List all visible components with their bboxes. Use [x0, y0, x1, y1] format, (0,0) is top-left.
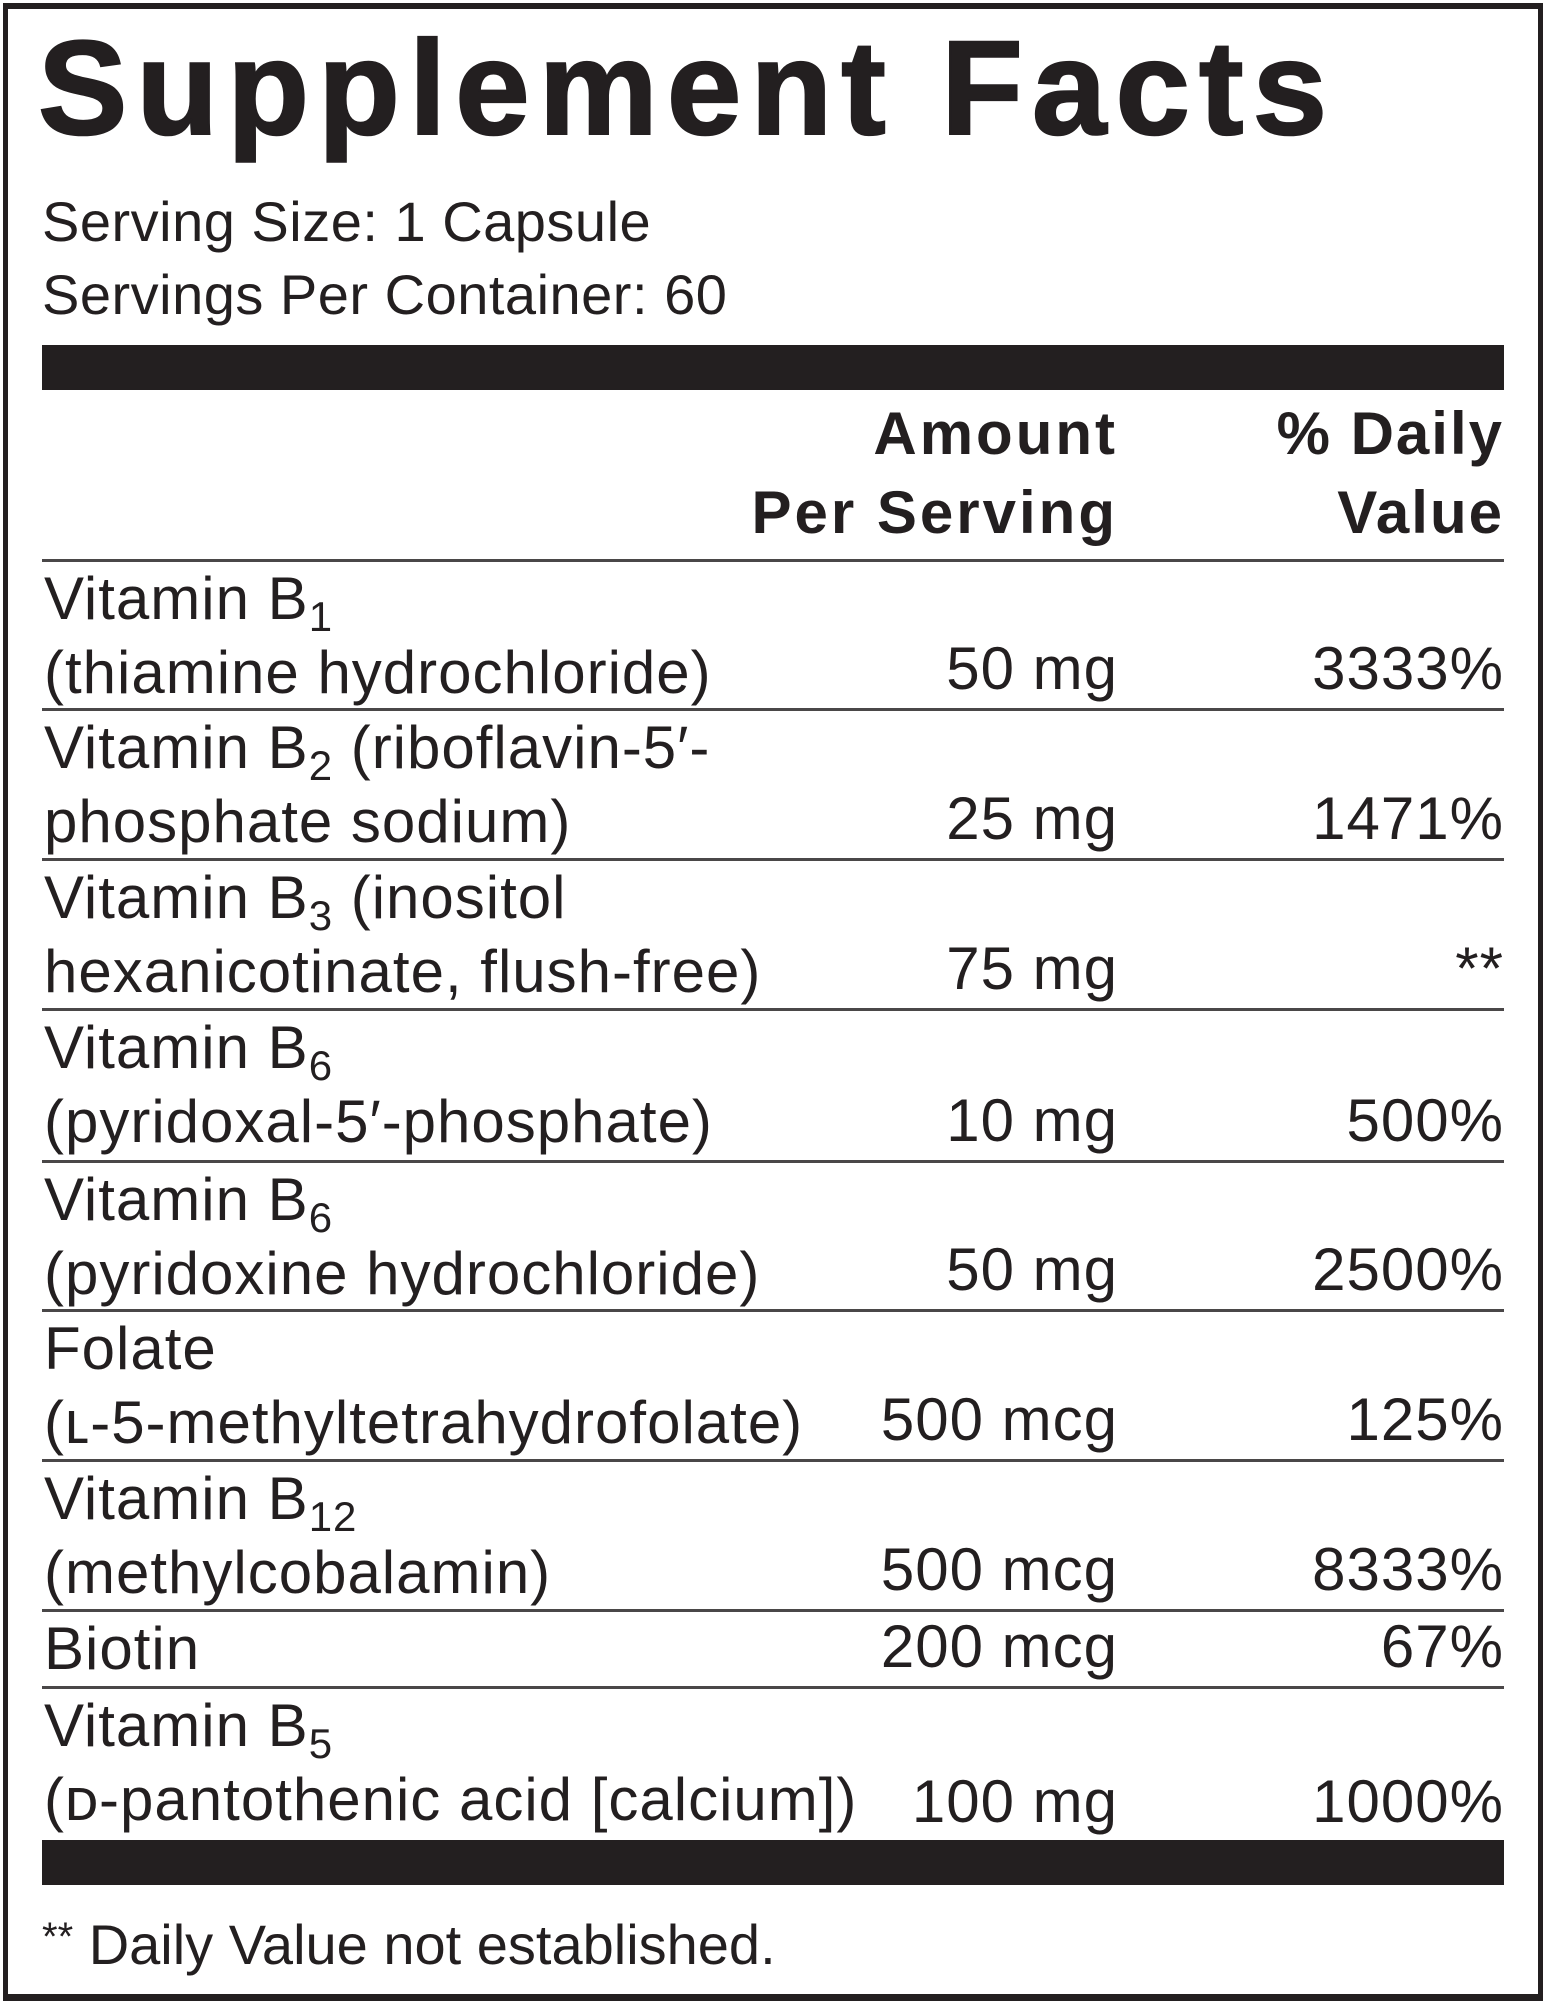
nutrient-name-text: Vitamin B	[44, 1166, 309, 1233]
nutrient-subscript: 1	[308, 593, 334, 640]
nutrient-name: Vitamin B6	[42, 1163, 1504, 1239]
bottom-thick-divider	[42, 1840, 1504, 1885]
daily-value-percent: 125%	[1346, 1386, 1504, 1453]
nutrient-name: Folate	[42, 1312, 1504, 1386]
amount-per-serving: 500 mcg	[880, 1386, 1118, 1453]
daily-value-percent: **	[1455, 935, 1504, 1002]
amount-per-serving: 500 mcg	[880, 1536, 1118, 1603]
nutrient-form: (pyridoxine hydrochloride)	[44, 1240, 761, 1307]
daily-value-percent: 2500%	[1312, 1236, 1504, 1303]
amount-per-serving: 50 mg	[946, 1236, 1118, 1303]
nutrient-form: hexanicotinate, flush-free)	[44, 938, 762, 1005]
nutrient-form: (ᴅ-pantothenic acid [calcium])	[44, 1766, 858, 1833]
amount-per-serving: 75 mg	[946, 935, 1118, 1002]
nutrient-name: Vitamin B12	[42, 1462, 1504, 1538]
nutrient-name: Vitamin B2 (riboflavin-5′-	[42, 711, 1504, 787]
nutrient-subscript: 6	[308, 1042, 334, 1089]
amount-per-serving: 200 mcg	[880, 1613, 1118, 1680]
footnote-text: Daily Value not established.	[73, 1913, 776, 1976]
daily-value-header-line2: Value	[1337, 479, 1504, 546]
nutrient-name: Vitamin B5	[42, 1689, 1504, 1765]
nutrient-form: (methylcobalamin)	[44, 1539, 552, 1606]
nutrient-name-text: Vitamin B	[44, 1692, 309, 1759]
daily-value-percent: 8333%	[1312, 1536, 1504, 1603]
amount-header-line2: Per Serving	[751, 479, 1118, 546]
nutrient-row: Vitamin B6 (pyridoxine hydrochloride) 50 m…	[42, 1163, 1504, 1312]
nutrient-row: Vitamin B3 (inositol hexanicotinate, flus…	[42, 861, 1504, 1011]
amount-per-serving: 25 mg	[946, 785, 1118, 852]
nutrient-subscript: 5	[308, 1720, 334, 1767]
nutrient-name-text: Vitamin B	[44, 565, 309, 632]
nutrient-subscript: 3	[308, 892, 334, 939]
nutrient-row: Vitamin B5 (ᴅ-pantothenic acid [calcium])…	[42, 1689, 1504, 1841]
nutrient-row: Biotin 200 mcg 67%	[42, 1612, 1504, 1689]
nutrient-name-text: Biotin	[44, 1615, 201, 1682]
daily-value-percent: 1471%	[1312, 785, 1504, 852]
nutrient-row: Vitamin B6 (pyridoxal-5′-phosphate) 10 mg 5…	[42, 1011, 1504, 1163]
supplement-facts-panel	[3, 3, 1543, 2001]
nutrient-name: Vitamin B1	[42, 562, 1504, 638]
nutrient-form: phosphate sodium)	[44, 788, 572, 855]
daily-value-percent: 3333%	[1312, 635, 1504, 702]
panel-title: Supplement Facts	[37, 13, 1337, 164]
nutrient-name-rest: (riboflavin-5′-	[333, 714, 711, 781]
header-divider	[42, 559, 1504, 562]
daily-value-percent: 1000%	[1312, 1768, 1504, 1835]
daily-value-percent: 67%	[1380, 1613, 1504, 1680]
nutrient-name: Biotin	[42, 1612, 1504, 1686]
nutrient-name: Vitamin B3 (inositol	[42, 861, 1504, 937]
daily-value-header: % Daily Value	[1277, 394, 1504, 552]
daily-value-percent: 500%	[1346, 1087, 1504, 1154]
nutrient-name-text: Vitamin B	[44, 1014, 309, 1081]
nutrient-name: Vitamin B6	[42, 1011, 1504, 1087]
nutrient-subscript: 2	[308, 742, 334, 789]
top-thick-divider	[42, 345, 1504, 390]
amount-per-serving: 50 mg	[946, 635, 1118, 702]
nutrient-name-text: Vitamin B	[44, 714, 309, 781]
daily-value-header-line1: % Daily	[1276, 400, 1504, 467]
nutrient-name-text: Vitamin B	[44, 1465, 309, 1532]
nutrient-name-text: Folate	[44, 1315, 217, 1382]
nutrient-form: (thiamine hydrochloride)	[44, 639, 712, 706]
serving-size: Serving Size: 1 Capsule	[42, 190, 652, 253]
amount-header-line1: Amount	[873, 400, 1118, 467]
nutrient-row: Vitamin B12 (methylcobalamin) 500 mcg 8333%	[42, 1462, 1504, 1612]
amount-per-serving: 10 mg	[946, 1087, 1118, 1154]
nutrient-row: Vitamin B2 (riboflavin-5′- phosphate sodi…	[42, 711, 1504, 861]
amount-per-serving: 100 mg	[911, 1768, 1118, 1835]
footnote: ** Daily Value not established.	[42, 1902, 776, 1980]
nutrient-subscript: 12	[308, 1493, 358, 1540]
nutrient-form: (pyridoxal-5′-phosphate)	[44, 1088, 713, 1155]
nutrient-name-text: Vitamin B	[44, 864, 309, 931]
nutrient-row: Vitamin B1 (thiamine hydrochloride) 50 mg 3…	[42, 562, 1504, 711]
servings-per-container: Servings Per Container: 60	[42, 263, 728, 326]
nutrient-name-rest: (inositol	[333, 864, 567, 931]
footnote-marker: **	[42, 1915, 74, 1959]
nutrient-form: (ʟ-5-methyltetrahydrofolate)	[44, 1389, 804, 1456]
nutrient-row: Folate (ʟ-5-methyltetrahydrofolate) 500 mc…	[42, 1312, 1504, 1462]
nutrient-subscript: 6	[308, 1194, 334, 1241]
amount-header: Amount Per Serving	[752, 394, 1119, 552]
nutrient-table: Vitamin B1 (thiamine hydrochloride) 50 mg 3…	[42, 562, 1504, 1841]
